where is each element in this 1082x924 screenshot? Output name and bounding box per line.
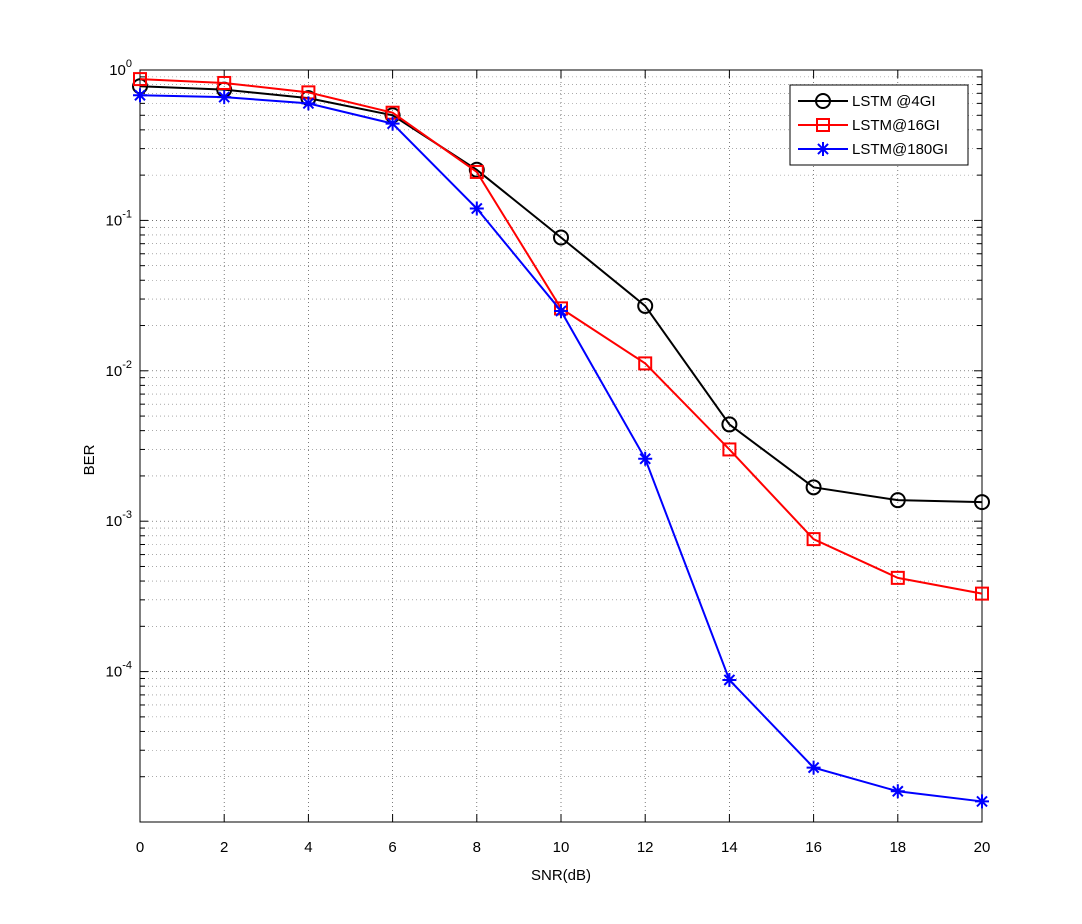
legend-label: LSTM@16GI bbox=[852, 117, 940, 134]
marker bbox=[638, 356, 653, 371]
legend-marker bbox=[816, 118, 830, 132]
legend-marker bbox=[815, 93, 831, 109]
x-tick-label: 2 bbox=[220, 839, 228, 856]
marker bbox=[806, 532, 821, 547]
marker bbox=[638, 451, 653, 466]
y-axis-label: BER bbox=[81, 444, 98, 475]
x-tick-label: 6 bbox=[388, 839, 396, 856]
marker bbox=[890, 784, 905, 799]
x-tick-label: 10 bbox=[553, 839, 570, 856]
x-tick-label: 0 bbox=[136, 839, 144, 856]
x-tick-label: 16 bbox=[805, 839, 822, 856]
plot-frame bbox=[139, 69, 983, 823]
x-axis-label: SNR(dB) bbox=[531, 867, 591, 884]
marker bbox=[554, 303, 568, 318]
marker bbox=[469, 201, 484, 216]
marker bbox=[722, 442, 737, 457]
y-tick-label: 10-1 bbox=[106, 208, 132, 229]
x-tick-label: 14 bbox=[721, 839, 738, 856]
legend-label: LSTM @4GI bbox=[852, 93, 936, 110]
x-tick-label: 20 bbox=[974, 839, 991, 856]
marker bbox=[133, 72, 147, 87]
legend-marker bbox=[816, 142, 830, 156]
marker bbox=[133, 88, 147, 103]
marker bbox=[975, 586, 989, 601]
marker bbox=[890, 570, 905, 585]
marker bbox=[889, 492, 906, 509]
marker bbox=[553, 229, 569, 246]
marker bbox=[806, 760, 821, 775]
marker bbox=[975, 794, 989, 809]
marker bbox=[301, 96, 316, 111]
x-tick-label: 4 bbox=[304, 839, 312, 856]
marker bbox=[469, 164, 484, 179]
marker bbox=[974, 494, 990, 511]
y-tick-label: 10-3 bbox=[106, 509, 132, 530]
x-tick-label: 12 bbox=[637, 839, 654, 856]
marker bbox=[805, 479, 822, 496]
series-line bbox=[139, 85, 983, 504]
marker bbox=[722, 672, 737, 687]
legend-label: LSTM@180GI bbox=[852, 141, 948, 158]
y-tick-label: 10-2 bbox=[106, 359, 132, 380]
marker bbox=[217, 75, 232, 90]
x-tick-label: 18 bbox=[889, 839, 906, 856]
marker bbox=[217, 90, 232, 105]
y-tick-label: 100 bbox=[109, 58, 132, 79]
y-tick-label: 10-4 bbox=[106, 660, 132, 681]
marker bbox=[637, 297, 654, 314]
x-tick-label: 8 bbox=[473, 839, 481, 856]
marker bbox=[385, 116, 400, 131]
marker bbox=[721, 416, 738, 433]
